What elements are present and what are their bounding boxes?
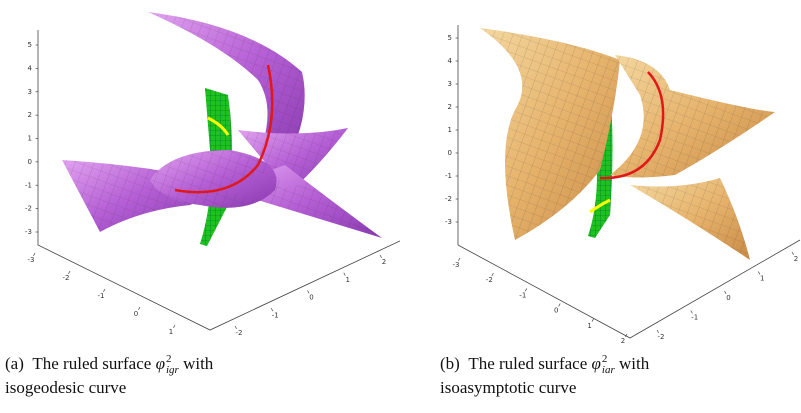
tick-label: -1	[272, 311, 279, 319]
caption-text: The ruled surface	[468, 354, 587, 373]
surface	[480, 28, 775, 260]
tick-label: -3	[28, 256, 35, 264]
tick-label: 3	[28, 88, 32, 96]
page: 5 4 3 2 1 0 -1 -2 -3 -3 -2 -1 0 1 2 1 0 -1 -2 5 4 3 2 1 0 -1 -2 -3…	[0, 0, 801, 413]
tick-label: -1	[445, 172, 452, 180]
caption-text: isogeodesic curve	[5, 378, 126, 397]
tick-label: -1	[25, 181, 32, 189]
tick-mark	[138, 307, 140, 310]
tick-label: 0	[726, 294, 730, 302]
tick-label: -2	[63, 274, 70, 282]
tick-label: -2	[445, 195, 452, 203]
subscript: iar	[602, 365, 615, 376]
tick-label: 0	[309, 294, 313, 302]
tick-label: 2	[28, 111, 32, 119]
tick-label: -3	[445, 218, 452, 226]
tick-label: 4	[448, 57, 453, 65]
tick-label: -3	[25, 228, 32, 236]
tick-label: -3	[453, 261, 460, 269]
tick-mark	[559, 304, 561, 307]
caption-text: The ruled surface	[32, 354, 151, 373]
tick-label: -2	[658, 333, 665, 341]
caption-line: isoasymptotic curve	[440, 376, 649, 400]
tick-label: 3	[448, 80, 452, 88]
tick-label: 0	[28, 158, 32, 166]
tick-label: 1	[760, 275, 764, 283]
tick-label: 2	[448, 103, 452, 111]
tick-label: 1	[448, 126, 452, 134]
tick-label: 0	[134, 310, 138, 318]
tick-label: 1	[346, 276, 350, 284]
tick-label: -2	[236, 329, 243, 337]
symbol: φ	[156, 354, 165, 373]
plot-a: 5 4 3 2 1 0 -1 -2 -3 -3 -2 -1 0 1 2 1 0 -1 -2	[0, 0, 400, 345]
tick-mark	[173, 325, 175, 328]
tick-label: 1	[28, 135, 32, 143]
tick-label: 1	[169, 328, 173, 336]
tick-label: 0	[554, 307, 558, 315]
plot-b: 5 4 3 2 1 0 -1 -2 -3 -3 -2 -1 0 1 2 2 1 0 -1 -2	[420, 0, 801, 345]
tick-label: -1	[98, 292, 105, 300]
caption-text: with	[619, 354, 649, 373]
symbol: φ	[592, 354, 601, 373]
tick-label: 0	[448, 149, 452, 157]
tick-label: 2	[794, 255, 798, 263]
tick-label: -1	[519, 291, 526, 299]
tick-label: 4	[28, 64, 33, 72]
subscript: igr	[166, 365, 179, 376]
tick-label: -2	[25, 205, 32, 213]
tick-label: 1	[587, 322, 591, 330]
caption-label: (a)	[5, 354, 24, 373]
tick-label: -1	[691, 314, 698, 322]
tick-label: -2	[486, 276, 493, 284]
caption-label: (b)	[440, 354, 460, 373]
caption-line: isogeodesic curve	[5, 376, 213, 400]
tick-mark	[592, 319, 594, 322]
tick-label: 2	[382, 258, 386, 266]
tick-label: 5	[28, 41, 32, 49]
tick-label: 2	[621, 337, 625, 345]
caption-text: with	[183, 354, 213, 373]
caption-text: isoasymptotic curve	[440, 378, 576, 397]
tick-label: 5	[448, 34, 452, 42]
